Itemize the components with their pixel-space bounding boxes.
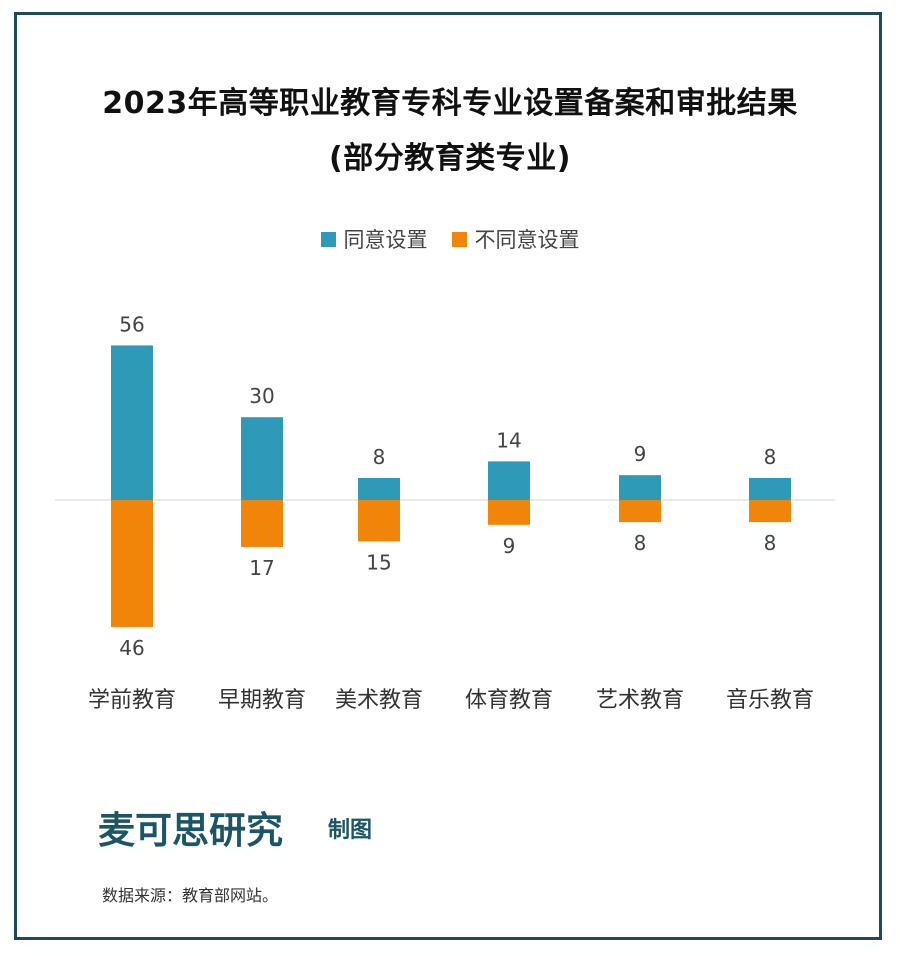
legend-label-agree: 同意设置 <box>343 228 428 252</box>
bar-agree-2 <box>358 477 400 500</box>
brand-suffix: 制图 <box>328 818 373 843</box>
category-label-4: 艺术教育 <box>596 688 684 713</box>
data-label-agree-4: 9 <box>634 442 647 466</box>
legend-label-disagree: 不同意设置 <box>474 228 580 252</box>
category-label-1: 早期教育 <box>218 688 306 713</box>
bar-disagree-5 <box>749 500 791 523</box>
source-note: 数据来源：教育部网站。 <box>102 886 279 905</box>
bar-disagree-4 <box>619 500 661 523</box>
data-label-agree-5: 8 <box>764 445 777 469</box>
data-label-agree-3: 14 <box>496 428 521 452</box>
legend-item-agree: 同意设置 <box>320 224 428 254</box>
data-label-agree-2: 8 <box>373 445 386 469</box>
chart-frame <box>14 12 882 940</box>
chart-subtitle: (部分教育类专业) <box>329 141 571 176</box>
bar-agree-4 <box>619 475 661 500</box>
data-label-disagree-0: 46 <box>119 636 144 660</box>
legend-swatch-disagree <box>451 231 467 247</box>
brand-name: 麦可思研究 <box>98 809 283 852</box>
data-label-disagree-1: 17 <box>249 556 274 580</box>
data-label-disagree-4: 8 <box>634 531 647 555</box>
category-label-5: 音乐教育 <box>726 688 814 713</box>
data-label-disagree-2: 15 <box>366 550 391 574</box>
data-label-agree-1: 30 <box>249 384 274 408</box>
legend-swatch-agree <box>320 231 336 247</box>
bar-disagree-3 <box>488 500 530 525</box>
bar-agree-0 <box>111 345 153 500</box>
category-label-0: 学前教育 <box>88 688 176 713</box>
category-label-3: 体育教育 <box>465 688 553 713</box>
bar-agree-3 <box>488 461 530 500</box>
data-label-disagree-3: 9 <box>503 534 516 558</box>
bar-disagree-2 <box>358 500 400 542</box>
category-label-2: 美术教育 <box>335 688 423 713</box>
data-label-disagree-5: 8 <box>764 531 777 555</box>
legend: 同意设置 不同意设置 <box>0 224 900 254</box>
bar-agree-5 <box>749 477 791 500</box>
bar-agree-1 <box>241 417 283 500</box>
chart-title: 2023年高等职业教育专科专业设置备案和审批结果 <box>102 86 798 121</box>
legend-item-disagree: 不同意设置 <box>451 224 580 254</box>
bar-disagree-1 <box>241 500 283 547</box>
data-label-agree-0: 56 <box>119 312 144 336</box>
bar-disagree-0 <box>111 500 153 627</box>
